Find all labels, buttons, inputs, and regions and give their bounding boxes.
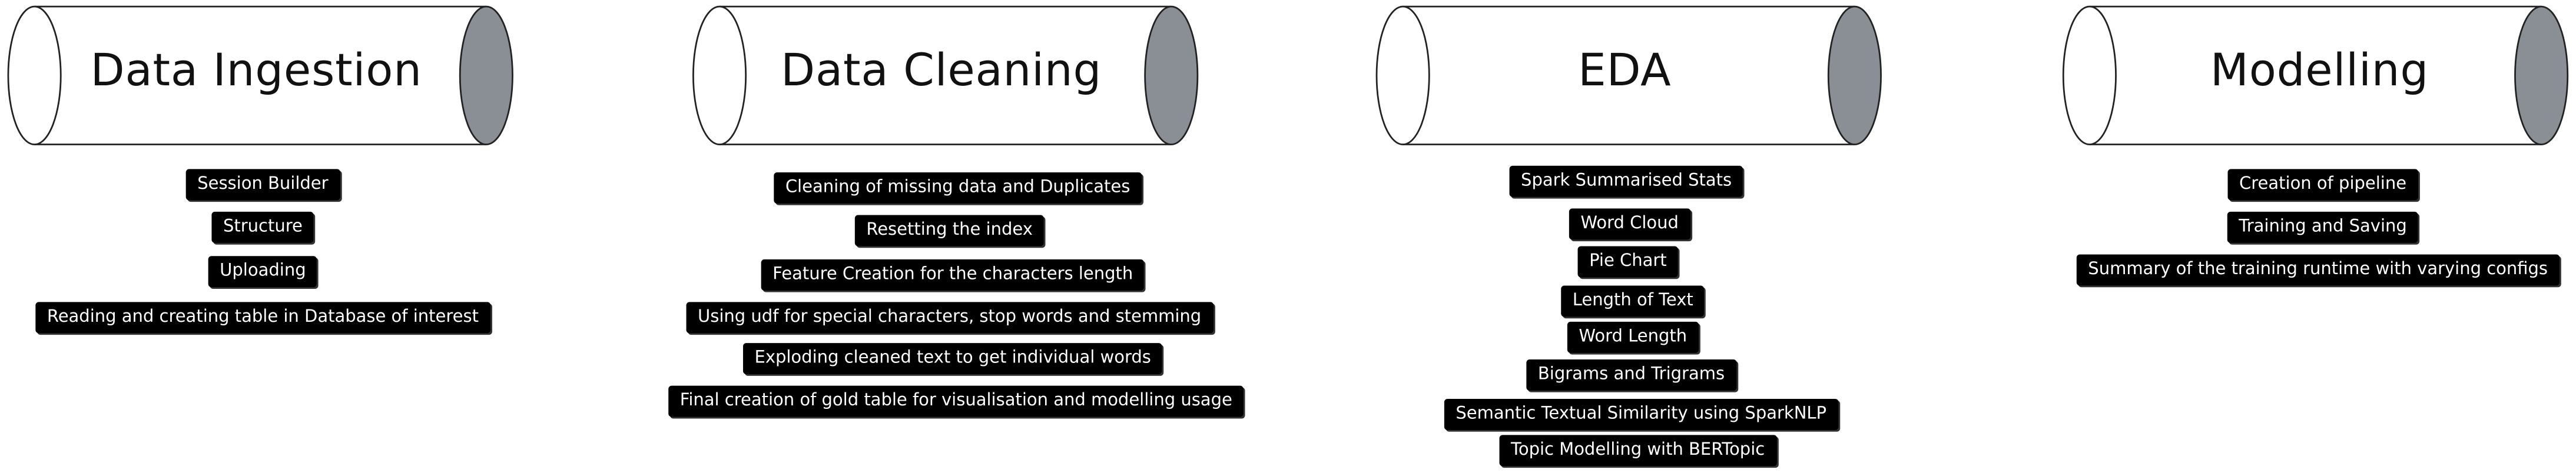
stage-title: EDA (1578, 45, 1672, 96)
step-label: Resetting the index (854, 215, 1045, 247)
step-label: Training and Saving (2227, 211, 2419, 243)
step-label: Session Builder (185, 169, 340, 201)
step-label: Uploading (208, 256, 318, 288)
step-label: Word Length (1567, 321, 1699, 353)
cylinder-shape (2062, 5, 2569, 145)
step-label: Structure (211, 211, 314, 243)
stage-title: Modelling (2210, 45, 2429, 96)
step-label: Feature Creation for the characters leng… (761, 259, 1145, 291)
step-label: Pie Chart (1577, 246, 1679, 278)
step-label: Topic Modelling with BERTopic (1499, 435, 1776, 467)
step-label: Creation of pipeline (2227, 169, 2418, 201)
cylinder-shape (1375, 5, 1882, 145)
step-label: Using udf for special characters, stop w… (686, 302, 1213, 334)
step-label: Bigrams and Trigrams (1526, 359, 1736, 391)
step-label: Exploding cleaned text to get individual… (742, 343, 1163, 375)
step-label: Reading and creating table in Database o… (35, 302, 490, 334)
cylinder-shape (7, 5, 513, 145)
step-label: Summary of the training runtime with var… (2076, 254, 2560, 286)
step-label: Length of Text (1561, 285, 1705, 317)
cylinder-shape (692, 5, 1199, 145)
step-label: Final creation of gold table for visuali… (668, 385, 1244, 417)
stage-title: Data Cleaning (781, 45, 1102, 96)
stage-title: Data Ingestion (90, 45, 422, 96)
step-label: Word Cloud (1569, 208, 1690, 240)
step-label: Cleaning of missing data and Duplicates (774, 172, 1142, 204)
step-label: Semantic Textual Similarity using SparkN… (1444, 398, 1838, 430)
step-label: Spark Summarised Stats (1509, 165, 1743, 197)
